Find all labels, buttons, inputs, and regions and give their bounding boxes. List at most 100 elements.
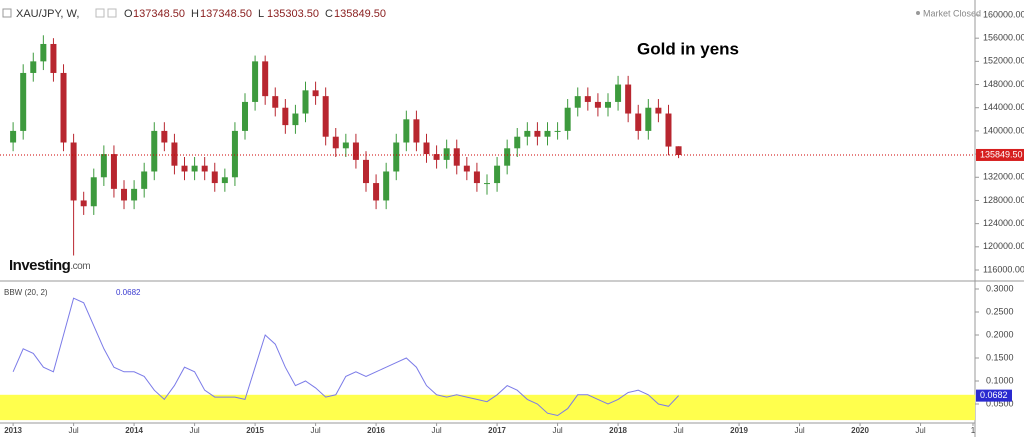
- indicator-name: BBW (20, 2): [4, 288, 48, 297]
- candle-body: [282, 107, 289, 126]
- candle-body: [453, 148, 460, 166]
- settings-icon[interactable]: [107, 8, 117, 18]
- candle-body: [564, 107, 571, 131]
- candle-body: [463, 165, 470, 172]
- candle-body: [110, 154, 117, 189]
- candle-body: [100, 154, 107, 178]
- candle-body: [574, 96, 581, 108]
- candle-body: [131, 188, 138, 201]
- candle-body: [40, 43, 47, 62]
- settings-icon[interactable]: [95, 8, 105, 18]
- candle-body: [655, 107, 662, 114]
- candle-body: [191, 165, 198, 172]
- y-tick-label: 152000.00: [983, 56, 1024, 66]
- candle-body: [504, 148, 511, 166]
- candle-body: [443, 148, 450, 160]
- candle-body: [393, 142, 400, 172]
- candle-body: [312, 90, 319, 97]
- indicator-line: [12, 297, 679, 417]
- candle-body: [292, 113, 299, 126]
- symbol: XAU/JPY, W,: [16, 8, 79, 20]
- candle-body: [242, 101, 249, 131]
- field-label: C: [325, 8, 333, 20]
- y-tick-label: 0.0500: [986, 398, 1014, 408]
- candle-body: [604, 101, 611, 108]
- y-tick-label: 124000.00: [983, 218, 1024, 228]
- collapse-icon[interactable]: [2, 8, 12, 18]
- candle-body: [80, 200, 87, 207]
- candle-body: [70, 142, 77, 201]
- candle-body: [403, 119, 410, 143]
- candle-body: [332, 136, 339, 149]
- candle-body: [121, 188, 128, 201]
- y-tick-label: 128000.00: [983, 195, 1024, 205]
- x-tick-label: 2013: [4, 426, 22, 435]
- indicator-value: 0.0682: [116, 288, 141, 297]
- candle-body: [20, 72, 27, 131]
- candle-body: [141, 171, 148, 189]
- field-value: 135303.50: [267, 8, 319, 20]
- candle-body: [534, 130, 541, 137]
- candle-body: [494, 165, 501, 184]
- candle-body: [151, 130, 158, 172]
- candle-body: [544, 130, 551, 137]
- candle-body: [675, 146, 682, 155]
- candle-body: [231, 130, 238, 178]
- field-value: 137348.50: [200, 8, 252, 20]
- candle-body: [473, 171, 480, 184]
- y-tick-label: 120000.00: [983, 241, 1024, 251]
- candle-body: [342, 142, 349, 149]
- candle-body: [635, 113, 642, 131]
- candle-body: [90, 177, 97, 207]
- candle-body: [383, 171, 390, 201]
- y-tick-label: 0.2000: [986, 329, 1014, 339]
- y-tick-label: 144000.00: [983, 102, 1024, 112]
- candle-body: [433, 154, 440, 160]
- x-tick-label: 2019: [730, 426, 748, 435]
- candle-body: [363, 159, 370, 184]
- candle-body: [514, 136, 521, 149]
- y-tick-label: 0.2500: [986, 306, 1014, 316]
- x-tick-label: Jul: [915, 426, 925, 435]
- candle-body: [50, 43, 57, 73]
- candle-body: [10, 130, 17, 143]
- field-value: 135849.50: [334, 8, 386, 20]
- x-tick-label: Jul: [310, 426, 320, 435]
- field-label: H: [191, 8, 199, 20]
- x-tick-label: Jul: [68, 426, 78, 435]
- y-tick-label: 0.3000: [986, 283, 1014, 293]
- y-tick-label: 160000.00: [983, 9, 1024, 19]
- y-tick-label: 156000.00: [983, 33, 1024, 43]
- candle-body: [483, 183, 490, 185]
- candle-body: [373, 183, 380, 201]
- candle-body: [594, 101, 601, 108]
- candle-body: [524, 130, 531, 137]
- market-status: Market Closed: [923, 8, 981, 18]
- candle-body: [171, 142, 178, 166]
- candle-body: [181, 165, 188, 172]
- candle-body: [615, 84, 622, 102]
- x-tick-label: 2017: [488, 426, 506, 435]
- x-tick-label: 2015: [246, 426, 264, 435]
- y-tick-label: 140000.00: [983, 125, 1024, 135]
- candle-body: [413, 119, 420, 143]
- candle-body: [262, 61, 269, 97]
- field-value: 137348.50: [133, 8, 185, 20]
- candle-body: [161, 130, 168, 143]
- candle-body: [665, 113, 672, 147]
- candle-body: [322, 96, 329, 137]
- candle-body: [625, 84, 632, 114]
- candle-body: [221, 177, 228, 184]
- candle-body: [554, 130, 561, 132]
- y-tick-label: 0.1000: [986, 375, 1014, 385]
- last-price-box: [976, 148, 1024, 161]
- candle-body: [302, 90, 309, 114]
- x-tick-label: Jul: [794, 426, 804, 435]
- field-label: L: [258, 8, 264, 20]
- candle-body: [30, 61, 37, 73]
- candle-body: [252, 61, 259, 102]
- x-tick-label: Jul: [189, 426, 199, 435]
- candle-body: [584, 96, 591, 102]
- x-tick-label: Jul: [673, 426, 683, 435]
- highlight-band: [0, 394, 975, 421]
